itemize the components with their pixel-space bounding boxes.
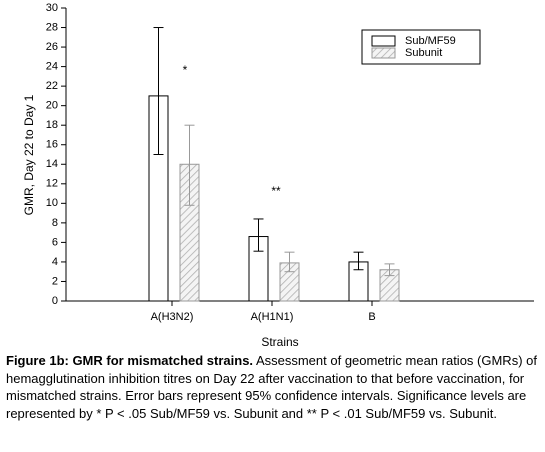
x-axis-label: Strains xyxy=(261,335,298,349)
y-tick-label: 2 xyxy=(52,275,58,287)
y-tick-label: 20 xyxy=(46,100,58,112)
annotation: ** xyxy=(271,184,281,198)
chart: GMR, Day 22 to Day 1 Strains 02468101214… xyxy=(22,2,534,349)
error-bar xyxy=(384,263,395,277)
error-bar xyxy=(153,27,164,155)
y-tick-label: 28 xyxy=(46,21,58,33)
y-tick-label: 14 xyxy=(46,158,58,170)
y-tick-label: 22 xyxy=(46,80,58,92)
legend-label: Sub/MF59 xyxy=(405,35,456,47)
caption-title: Figure 1b: GMR for mismatched strains. xyxy=(6,353,254,368)
y-tick-label: 26 xyxy=(46,41,58,53)
y-tick-label: 0 xyxy=(52,295,58,307)
y-tick-label: 6 xyxy=(52,236,58,248)
y-tick-label: 10 xyxy=(46,197,58,209)
error-bar xyxy=(353,251,364,271)
y-tick-label: 18 xyxy=(46,119,58,131)
caption: Figure 1b: GMR for mismatched strains. A… xyxy=(6,352,538,422)
y-tick-label: 4 xyxy=(52,256,58,268)
error-bar xyxy=(184,124,195,206)
y-tick-label: 16 xyxy=(46,139,58,151)
x-tick-label: A(H3N2) xyxy=(151,311,194,323)
y-tick-label: 30 xyxy=(46,2,58,14)
annotation: * xyxy=(183,63,188,77)
error-bar xyxy=(253,218,264,252)
y-tick-label: 24 xyxy=(46,61,58,73)
caption-text: Assessment of geometric mean ratios (GMR… xyxy=(6,353,537,421)
legend-label: Subunit xyxy=(405,47,442,59)
y-tick-label: 12 xyxy=(46,178,58,190)
error-bar xyxy=(284,251,295,273)
x-tick-label: A(H1N1) xyxy=(251,311,294,323)
x-tick-label: B xyxy=(368,311,375,323)
legend-swatch xyxy=(371,35,396,47)
y-tick-label: 8 xyxy=(52,217,58,229)
legend-swatch xyxy=(371,47,396,59)
y-axis-label: GMR, Day 22 to Day 1 xyxy=(22,94,36,215)
